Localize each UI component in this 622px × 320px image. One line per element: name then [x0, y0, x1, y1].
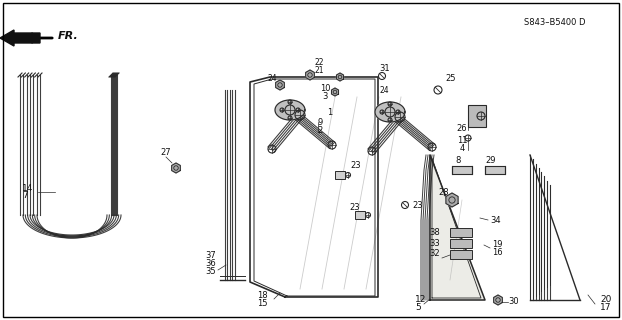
- Polygon shape: [172, 163, 180, 173]
- Text: 2: 2: [317, 125, 323, 134]
- Text: 34: 34: [490, 215, 501, 225]
- Text: S843–B5400 D: S843–B5400 D: [524, 18, 586, 27]
- Text: 24: 24: [268, 74, 277, 83]
- Polygon shape: [494, 295, 503, 305]
- Bar: [450, 228, 472, 237]
- Bar: [450, 250, 472, 259]
- Text: 27: 27: [160, 148, 170, 156]
- Text: 8: 8: [455, 156, 461, 164]
- FancyBboxPatch shape: [355, 211, 365, 219]
- Bar: [452, 166, 472, 174]
- Text: 4: 4: [460, 143, 465, 153]
- Text: 1: 1: [327, 108, 333, 116]
- Text: 11: 11: [457, 135, 467, 145]
- Text: 18: 18: [257, 292, 267, 300]
- Text: 20: 20: [600, 295, 611, 305]
- Text: 3: 3: [322, 92, 328, 100]
- Bar: [450, 239, 472, 248]
- Polygon shape: [332, 88, 338, 96]
- Text: 30: 30: [508, 298, 519, 307]
- Text: 33: 33: [429, 238, 440, 247]
- Text: 16: 16: [492, 247, 503, 257]
- Text: FR.: FR.: [58, 31, 79, 41]
- Text: 5: 5: [415, 303, 420, 313]
- Text: 7: 7: [22, 190, 28, 199]
- Polygon shape: [275, 100, 305, 120]
- Text: 31: 31: [379, 63, 391, 73]
- Text: 29: 29: [486, 156, 496, 164]
- Text: 12: 12: [415, 295, 426, 305]
- Text: 38: 38: [429, 228, 440, 236]
- Text: 23: 23: [412, 201, 422, 210]
- Text: 9: 9: [317, 117, 323, 126]
- Text: 17: 17: [600, 303, 611, 313]
- Text: 28: 28: [438, 188, 448, 196]
- Text: 23: 23: [350, 161, 361, 170]
- Text: 22: 22: [315, 58, 325, 67]
- Text: 24: 24: [380, 85, 389, 94]
- Polygon shape: [276, 80, 284, 90]
- Text: 21: 21: [315, 66, 325, 75]
- Text: 14: 14: [22, 183, 34, 193]
- Polygon shape: [446, 193, 458, 207]
- FancyBboxPatch shape: [335, 171, 345, 179]
- FancyArrow shape: [0, 30, 40, 46]
- Polygon shape: [430, 155, 485, 300]
- Text: 36: 36: [205, 260, 216, 268]
- Text: 23: 23: [350, 203, 360, 212]
- Text: 26: 26: [457, 124, 467, 132]
- Bar: [485, 166, 505, 174]
- Text: 19: 19: [492, 239, 503, 249]
- Polygon shape: [305, 70, 314, 80]
- Text: 37: 37: [205, 252, 216, 260]
- Text: 10: 10: [320, 84, 330, 92]
- Text: 32: 32: [429, 250, 440, 259]
- Text: 35: 35: [205, 268, 216, 276]
- Text: 15: 15: [257, 299, 267, 308]
- Polygon shape: [337, 73, 343, 81]
- Text: 25: 25: [445, 74, 455, 83]
- Polygon shape: [375, 102, 405, 122]
- Bar: [468, 105, 486, 127]
